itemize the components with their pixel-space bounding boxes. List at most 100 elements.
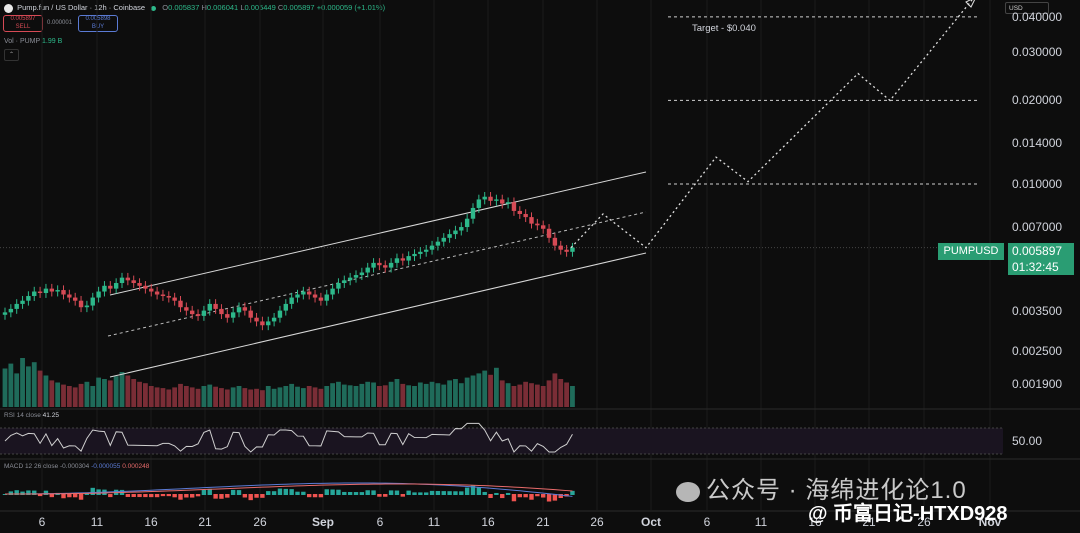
projection-path <box>570 0 976 249</box>
volume-bar <box>400 383 406 407</box>
macd-hist-bar <box>236 490 242 495</box>
macd-hist-bar <box>225 494 230 498</box>
macd-hist-bar <box>67 494 72 498</box>
watermark-line1: 公众号 · 海绵进化论1.0 <box>676 470 967 505</box>
volume-bar <box>494 367 499 407</box>
macd-hist-bar <box>377 494 382 497</box>
watermark-line2: @ 币富日记-HTXD928 <box>808 503 1008 525</box>
candle-body <box>488 196 493 201</box>
candle-body <box>14 303 19 309</box>
volume-bar <box>300 388 306 407</box>
symbol-title[interactable]: Pump.fun / US Dollar · 12h · Coinbase <box>17 3 146 12</box>
last-price-tag: 0.005897 01:32:45 <box>1008 243 1074 275</box>
volume-bar <box>458 383 464 407</box>
target-annotation: Target - $0.040 <box>692 23 756 34</box>
volume-bar <box>72 387 78 407</box>
candle-body <box>388 262 394 268</box>
macd-hist-bar <box>137 494 142 498</box>
watermark-text: 公众号 · 海绵进化论1.0 <box>706 477 967 504</box>
volume-bar <box>96 377 101 407</box>
close-value: 0.005897 <box>283 3 315 12</box>
macd-hist-bar <box>154 494 160 498</box>
volume-bar <box>324 386 330 407</box>
macd-hist-bar <box>149 494 154 498</box>
candle-body <box>541 225 546 229</box>
volume-bar <box>534 384 540 407</box>
macd-hist-bar <box>488 494 493 498</box>
candle-body <box>383 265 388 268</box>
volume-bar <box>78 383 84 407</box>
candle-body <box>119 277 125 284</box>
volume-bar <box>394 379 400 407</box>
price-tick-label: 0.040000 <box>1012 9 1063 24</box>
macd-hist-bar <box>371 490 376 495</box>
candle-body <box>32 291 37 297</box>
collapse-legend-button[interactable]: ⌃ <box>4 49 19 61</box>
currency-selector[interactable]: USD <box>1005 2 1049 14</box>
candle-body <box>236 307 242 313</box>
time-tick-label: 6 <box>376 515 384 529</box>
macd-hist-bar <box>143 494 148 498</box>
macd-hist-bar <box>359 492 365 495</box>
time-tick-label: Nov <box>978 515 1002 529</box>
candle-body <box>289 297 294 304</box>
macd-hist-bar <box>535 494 540 497</box>
macd-label: MACD 12 26 close <box>4 463 59 470</box>
time-tick-label: Oct <box>640 515 662 529</box>
price-channel <box>107 171 647 378</box>
macd-hist-bar <box>271 491 277 495</box>
volume-bar <box>119 372 125 407</box>
sell-price: 0.005897 <box>10 16 36 22</box>
volume-bar <box>306 386 312 407</box>
candle-body <box>371 262 376 268</box>
volume-bar <box>107 380 113 407</box>
macd-hist-bar <box>347 492 353 495</box>
candle-body <box>535 223 540 226</box>
macd-hist-bar <box>307 494 312 498</box>
macd-hist-bar <box>20 491 25 495</box>
candle-body <box>482 196 487 200</box>
volume-bar <box>318 388 324 407</box>
volume-bar <box>482 370 488 407</box>
volume-bar <box>265 386 271 407</box>
candle-body <box>84 305 90 308</box>
price-tick-label: 0.001900 <box>1012 377 1063 392</box>
market-open-icon <box>151 5 157 11</box>
volume-header: Vol · PUMP 1.99 B <box>4 38 62 45</box>
candle-body <box>271 317 277 322</box>
macd-hist-bar <box>37 494 43 497</box>
macd-hist-bar <box>108 494 113 498</box>
macd-hist-bar <box>73 494 78 498</box>
candle-body <box>2 312 8 315</box>
volume-bar <box>570 386 575 407</box>
candle-body <box>26 296 31 301</box>
macd-hist-bar <box>78 494 84 500</box>
macd-hist-bar <box>166 494 171 497</box>
candle-body <box>37 291 43 294</box>
macd-hist-bar <box>523 494 528 498</box>
candle-body <box>546 228 552 238</box>
change-value: +0.000059 (+1.01%) <box>316 3 386 12</box>
candle-body <box>517 210 522 214</box>
candle-body <box>184 307 189 311</box>
price-tick-label: 0.014000 <box>1012 136 1063 151</box>
candle-body <box>43 288 49 294</box>
time-tick-label: 26 <box>917 515 931 529</box>
volume-bar <box>125 375 131 407</box>
buy-button[interactable]: 0.005898 BUY <box>78 15 118 32</box>
candle-body <box>137 283 142 286</box>
candle-body <box>195 314 201 316</box>
candle-body <box>529 217 534 224</box>
volume-bar <box>359 383 365 407</box>
macd-hist-bar <box>207 488 212 495</box>
macd-hist-bar <box>32 490 37 495</box>
volume-bar <box>90 386 96 407</box>
volume-bar <box>219 388 224 407</box>
open-label: O <box>162 3 169 12</box>
time-tick-label: 21 <box>536 515 550 529</box>
candle-body <box>470 207 476 219</box>
volume-bar <box>488 374 493 407</box>
candle-body <box>523 213 528 218</box>
candle-body <box>552 237 558 246</box>
